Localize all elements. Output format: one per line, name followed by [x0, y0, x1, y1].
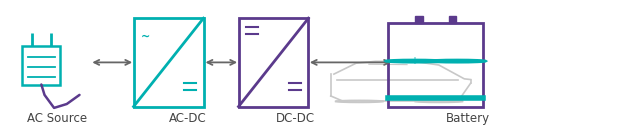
- Text: −: −: [453, 56, 461, 66]
- Text: DC-DC: DC-DC: [276, 112, 315, 125]
- Text: AC-DC: AC-DC: [169, 112, 207, 125]
- Polygon shape: [415, 16, 423, 23]
- Text: ~: ~: [141, 31, 151, 41]
- Text: Battery: Battery: [445, 112, 490, 125]
- Text: +: +: [410, 56, 418, 66]
- Text: AC Source: AC Source: [27, 112, 87, 125]
- Polygon shape: [448, 16, 456, 23]
